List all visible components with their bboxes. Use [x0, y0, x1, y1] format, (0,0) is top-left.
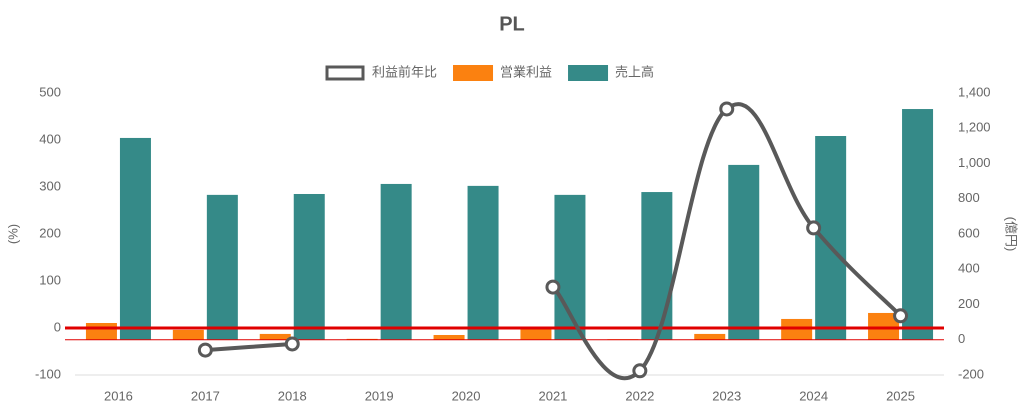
bar — [293, 193, 325, 340]
y2-tick-label: 800 — [958, 190, 980, 205]
y2-tick-label: 400 — [958, 261, 980, 276]
y2-tick-label: 1,400 — [958, 84, 991, 99]
x-tick-label: 2022 — [625, 388, 654, 403]
legend-label: 営業利益 — [500, 64, 552, 79]
legend-swatch — [453, 65, 494, 81]
y-tick-label: 200 — [39, 225, 61, 240]
line-point — [284, 336, 300, 352]
chart-title: PL — [499, 13, 525, 35]
bar — [206, 194, 238, 340]
y2-tick-label: -200 — [958, 366, 984, 381]
x-tick-label: 2024 — [799, 388, 828, 403]
x-tick-label: 2019 — [365, 388, 394, 403]
bar — [694, 333, 726, 340]
x-tick-label: 2016 — [104, 388, 133, 403]
x-tick-label: 2023 — [712, 388, 741, 403]
line-point — [545, 279, 561, 295]
legend-swatch — [568, 65, 609, 81]
y-tick-label: 400 — [39, 131, 61, 146]
bar — [641, 192, 673, 340]
y-tick-label: 100 — [39, 272, 61, 287]
bar — [380, 183, 412, 340]
bar — [520, 327, 552, 340]
line — [551, 102, 902, 381]
y2-tick-label: 1,000 — [958, 155, 991, 170]
bar — [728, 164, 760, 340]
legend-swatch — [325, 65, 365, 81]
line-point — [197, 342, 213, 358]
bar — [433, 334, 465, 340]
y-tick-label: 300 — [39, 178, 61, 193]
legend-label: 利益前年比 — [372, 64, 437, 79]
x-tick-label: 2018 — [278, 388, 307, 403]
y-tick-label: -100 — [35, 366, 61, 381]
y-axis-label: (%) — [5, 224, 20, 244]
bar — [902, 109, 934, 340]
y2-tick-label: 1,200 — [958, 120, 991, 135]
y2-axis-label: (億円) — [1004, 217, 1019, 252]
bar — [172, 329, 204, 340]
y-tick-label: 500 — [39, 84, 61, 99]
bar — [259, 333, 291, 340]
line-point — [632, 363, 648, 379]
line-point — [719, 101, 735, 117]
x-tick-label: 2017 — [191, 388, 220, 403]
line-point — [806, 220, 822, 236]
bar — [467, 185, 499, 340]
y2-tick-label: 600 — [958, 225, 980, 240]
bar — [119, 137, 151, 340]
x-tick-label: 2025 — [886, 388, 915, 403]
line-point — [893, 308, 909, 324]
y-tick-label: 0 — [54, 319, 61, 334]
bar — [85, 323, 117, 340]
line — [205, 341, 293, 353]
y2-tick-label: 0 — [958, 331, 965, 346]
x-tick-label: 2021 — [538, 388, 567, 403]
x-tick-label: 2020 — [452, 388, 481, 403]
legend-label: 売上高 — [615, 64, 654, 79]
y2-tick-label: 200 — [958, 296, 980, 311]
